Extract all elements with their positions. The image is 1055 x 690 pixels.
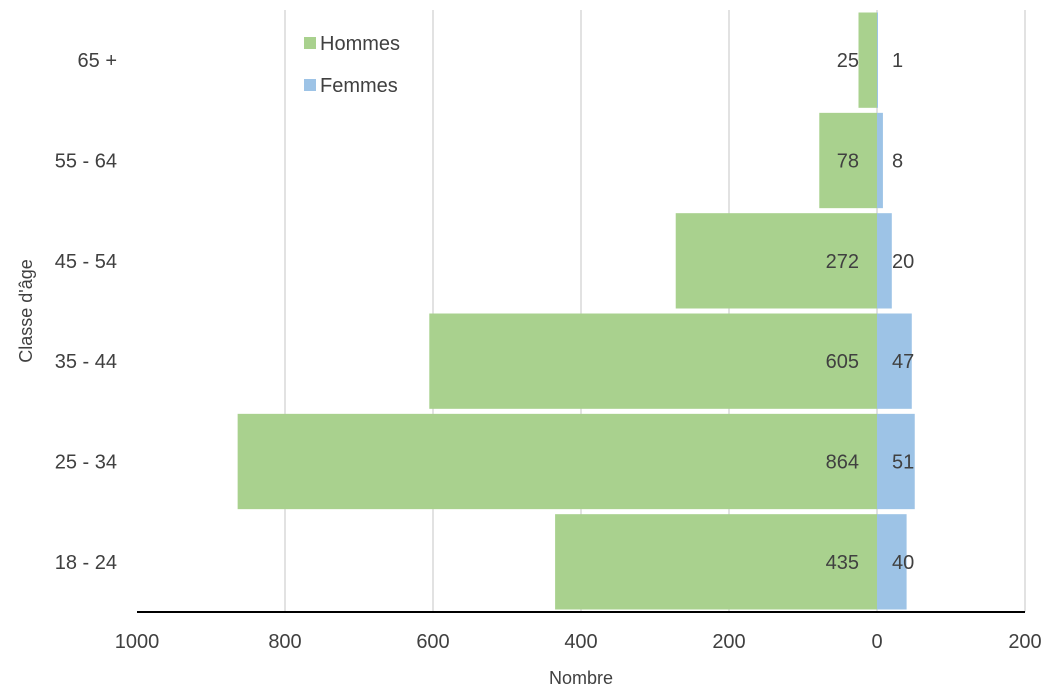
data-label-femmes: 8 bbox=[892, 151, 903, 173]
bar-hommes bbox=[819, 112, 877, 209]
bar-femmes bbox=[877, 514, 907, 610]
data-label-hommes: 78 bbox=[837, 151, 859, 173]
y-tick-label: 25 - 34 bbox=[55, 452, 117, 474]
x-tick-label: 600 bbox=[416, 631, 449, 653]
x-tick-label: 200 bbox=[1008, 631, 1041, 653]
data-label-hommes: 25 bbox=[837, 50, 859, 72]
x-tick-label: 800 bbox=[268, 631, 301, 653]
y-axis-title: Classe d'âge bbox=[16, 259, 36, 363]
data-label-hommes: 864 bbox=[826, 452, 859, 474]
bar-hommes bbox=[858, 12, 877, 108]
legend-swatch-hommes bbox=[304, 37, 316, 49]
y-tick-label: 55 - 64 bbox=[55, 151, 117, 173]
x-tick-label: 400 bbox=[564, 631, 597, 653]
bar-hommes bbox=[237, 413, 877, 510]
legend-label-femmes: Femmes bbox=[320, 75, 398, 97]
data-labels: 435 40 864 51 605 47 272 20 78 8 25 1 bbox=[826, 50, 915, 574]
bar-hommes bbox=[429, 313, 877, 409]
data-label-hommes: 605 bbox=[826, 351, 859, 373]
y-tick-label: 65 + bbox=[78, 50, 117, 72]
data-label-femmes: 40 bbox=[892, 552, 914, 574]
data-label-femmes: 20 bbox=[892, 251, 914, 273]
bar-hommes bbox=[555, 514, 877, 610]
y-tick-labels: 18 - 24 25 - 34 35 - 44 45 - 54 55 - 64 65 + bbox=[55, 50, 117, 574]
data-label-hommes: 272 bbox=[826, 251, 859, 273]
legend: Hommes Femmes bbox=[304, 33, 400, 97]
legend-swatch-femmes bbox=[304, 79, 316, 91]
y-tick-label: 45 - 54 bbox=[55, 251, 117, 273]
bar-femmes bbox=[877, 112, 883, 209]
bar-femmes bbox=[877, 413, 915, 510]
x-tick-label: 1000 bbox=[115, 631, 160, 653]
legend-label-hommes: Hommes bbox=[320, 33, 400, 55]
data-label-femmes: 1 bbox=[892, 50, 903, 72]
bars bbox=[237, 12, 915, 610]
bar-femmes bbox=[877, 313, 912, 409]
bar-femmes bbox=[877, 12, 878, 108]
data-label-hommes: 435 bbox=[826, 552, 859, 574]
x-tick-labels: 1000 800 600 400 200 0 200 bbox=[115, 631, 1042, 653]
gridlines bbox=[284, 10, 1026, 612]
y-tick-label: 18 - 24 bbox=[55, 552, 117, 574]
bar-hommes bbox=[675, 213, 877, 309]
data-label-femmes: 47 bbox=[892, 351, 914, 373]
y-tick-label: 35 - 44 bbox=[55, 351, 117, 373]
x-tick-label: 0 bbox=[871, 631, 882, 653]
x-axis-title: Nombre bbox=[549, 668, 613, 688]
x-tick-label: 200 bbox=[712, 631, 745, 653]
data-label-femmes: 51 bbox=[892, 452, 914, 474]
bar-femmes bbox=[877, 213, 892, 309]
